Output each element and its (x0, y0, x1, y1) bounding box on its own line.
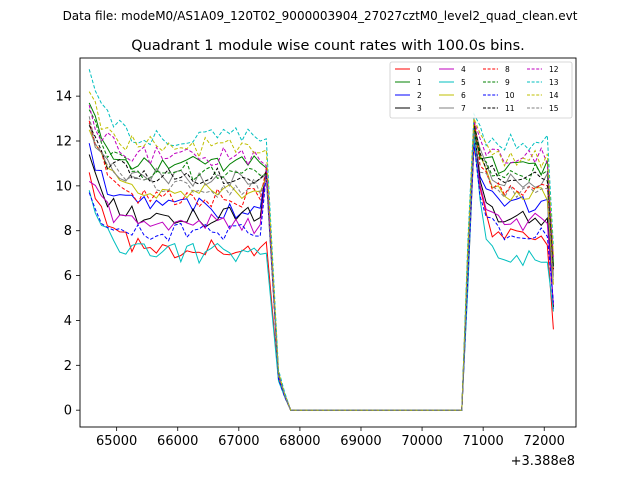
series-line-9 (88, 109, 554, 411)
y-tick-label: 6 (64, 269, 72, 284)
plot-area (79, 57, 577, 428)
x-tick-label: 68000 (279, 434, 320, 449)
legend-label-6: 6 (461, 91, 466, 100)
series-layer (88, 69, 554, 411)
legend-label-7: 7 (461, 104, 466, 113)
series-line-1 (88, 102, 554, 411)
legend-label-8: 8 (505, 65, 510, 74)
legend-label-3: 3 (417, 104, 422, 113)
plot-background (80, 58, 576, 427)
x-axis-offset-label: +3.388e8 (511, 454, 575, 469)
series-line-13 (88, 69, 554, 411)
y-tick-label: 8 (64, 224, 72, 239)
series-line-4 (88, 140, 554, 411)
series-line-11 (88, 123, 554, 411)
x-tick-label: 67000 (218, 434, 259, 449)
legend-label-5: 5 (461, 78, 466, 87)
chart-title: Quadrant 1 module wise count rates with … (131, 38, 525, 54)
series-line-10 (88, 143, 554, 411)
legend-frame (389, 61, 573, 119)
legend-label-4: 4 (461, 65, 466, 74)
figure-suptitle: Data file: modeM0/AS1A09_120T02_90000039… (63, 9, 578, 23)
legend-label-13: 13 (549, 78, 559, 87)
legend-label-14: 14 (549, 91, 559, 100)
series-line-14 (88, 91, 554, 411)
legend-label-15: 15 (549, 104, 559, 113)
y-tick-label: 12 (55, 134, 72, 149)
series-line-5 (88, 136, 554, 411)
legend-label-10: 10 (505, 91, 515, 100)
legend-label-11: 11 (505, 104, 515, 113)
y-axis: 0 2 4 6 8 10 12 14 (55, 90, 80, 419)
y-tick-label: 4 (64, 314, 72, 329)
series-line-8 (88, 118, 554, 411)
x-tick-label: 72000 (524, 434, 565, 449)
legend-label-1: 1 (417, 78, 422, 87)
series-line-6 (88, 120, 554, 411)
x-tick-label: 70000 (401, 434, 442, 449)
series-line-12 (88, 104, 554, 411)
y-tick-label: 10 (55, 179, 72, 194)
axes-frame (79, 57, 577, 428)
y-tick-label: 2 (64, 359, 72, 374)
y-tick-label: 0 (64, 404, 72, 419)
legend-label-0: 0 (417, 65, 422, 74)
series-line-15 (88, 116, 554, 411)
x-tick-label: 65000 (96, 434, 137, 449)
x-tick-label: 69000 (340, 434, 381, 449)
x-tick-label: 71000 (462, 434, 503, 449)
y-tick-label: 14 (55, 90, 72, 105)
legend-label-2: 2 (417, 91, 422, 100)
legend-label-9: 9 (505, 78, 510, 87)
legend-label-12: 12 (549, 65, 559, 74)
x-tick-label: 66000 (157, 434, 198, 449)
x-axis: 65000 66000 67000 68000 69000 70000 71000 72000 (96, 427, 565, 449)
